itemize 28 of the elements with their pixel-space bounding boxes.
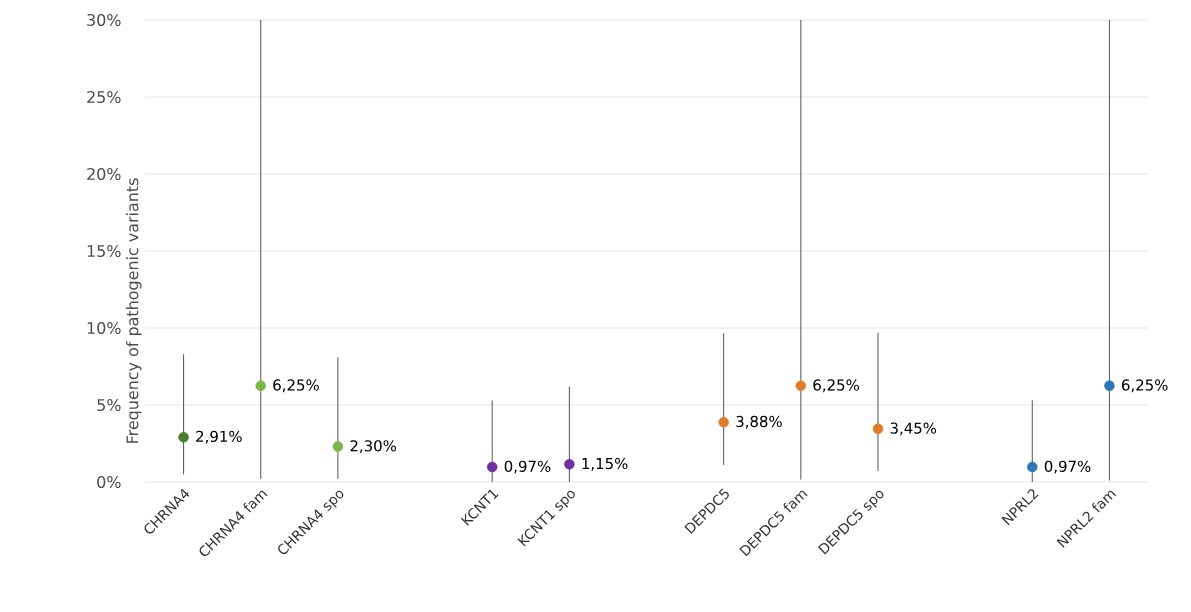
y-tick-label: 15% bbox=[87, 244, 121, 258]
point bbox=[564, 459, 575, 470]
data-label: 3,45% bbox=[890, 422, 937, 436]
point bbox=[487, 461, 498, 473]
point bbox=[332, 441, 344, 452]
y-tick-label: 10% bbox=[87, 321, 121, 335]
point bbox=[718, 417, 729, 428]
y-tick-label: 25% bbox=[87, 90, 121, 104]
data-label: 0,97% bbox=[504, 460, 551, 474]
y-tick-label: 30% bbox=[87, 13, 121, 27]
data-label: 6,25% bbox=[273, 379, 319, 393]
data-label: 2,30% bbox=[350, 440, 397, 453]
data-label: 3,88% bbox=[736, 415, 782, 429]
data-label: 0,97% bbox=[1044, 460, 1091, 474]
data-label: 6,25% bbox=[813, 379, 859, 393]
y-tick-label: 0% bbox=[97, 475, 121, 489]
data-label: 6,25% bbox=[1122, 379, 1168, 393]
y-axis-title: Frequency of pathogenic variants bbox=[126, 178, 142, 443]
point bbox=[872, 423, 884, 435]
y-tick-label: 5% bbox=[97, 398, 121, 412]
data-label: 1,15% bbox=[582, 457, 628, 471]
point bbox=[1027, 461, 1038, 473]
y-tick-label: 20% bbox=[87, 167, 121, 181]
point bbox=[795, 380, 807, 391]
data-label: 2,91% bbox=[196, 430, 242, 444]
point bbox=[1104, 380, 1115, 391]
point bbox=[255, 380, 266, 391]
point bbox=[178, 431, 189, 443]
